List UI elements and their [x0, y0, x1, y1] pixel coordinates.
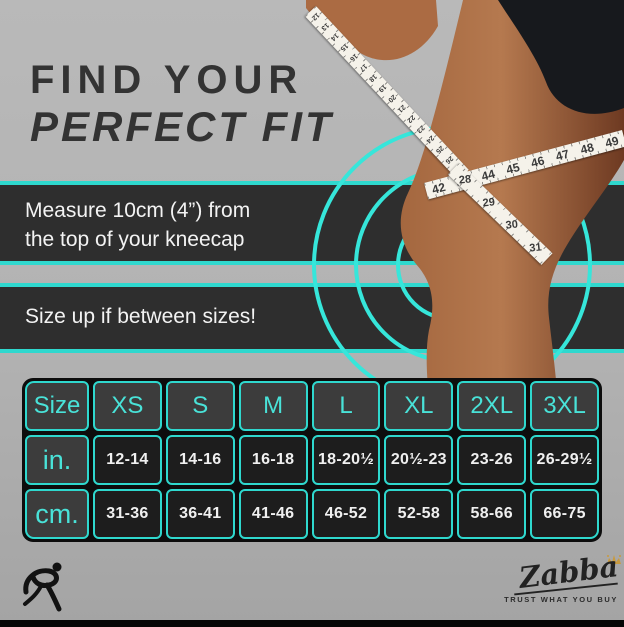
- tape-number: 13: [319, 21, 331, 32]
- size-chart-value: 31-36: [93, 489, 162, 539]
- size-chart-row-label-inches: in.: [25, 435, 89, 485]
- size-chart-value: 23-26: [457, 435, 527, 485]
- zabba-logo: Zabba TRUST WHAT YOU BUY: [492, 549, 621, 604]
- crown-icon: [606, 552, 622, 570]
- size-chart-value: 52-58: [384, 489, 454, 539]
- measure-line1: Measure 10cm (4”) from: [25, 199, 251, 222]
- size-chart-value: 18-20½: [311, 435, 381, 485]
- zabba-tagline: TRUST WHAT YOU BUY: [504, 595, 618, 604]
- runner-logo-icon: [20, 560, 66, 619]
- headline: FIND YOUR PERFECT FIT: [30, 58, 334, 150]
- size-chart-value: 20½-23: [384, 435, 454, 485]
- size-up-banner: Size up if between sizes!: [0, 283, 624, 353]
- tape-number: 44: [479, 166, 497, 184]
- size-chart-value: 12-14: [93, 435, 162, 485]
- headline-line2: PERFECT FIT: [30, 102, 334, 150]
- size-chart-table: Size XS S M L XL 2XL 3XL in. 12-14 14-16…: [22, 378, 602, 542]
- tape-number: 48: [578, 139, 596, 157]
- size-chart-row-label-cm: cm.: [25, 489, 89, 539]
- tape-number: 12: [310, 11, 321, 22]
- size-chart-header-2xl: 2XL: [457, 381, 527, 431]
- size-chart-header-l: L: [311, 381, 381, 431]
- size-chart-header-xl: XL: [384, 381, 454, 431]
- size-chart-value: 46-52: [311, 489, 381, 539]
- size-up-text: Size up if between sizes!: [25, 305, 257, 328]
- size-chart-header-m: M: [238, 381, 308, 431]
- tape-number: 19: [376, 82, 388, 94]
- bottom-black-bar: [0, 620, 624, 627]
- tape-number: 23: [415, 123, 426, 135]
- tape-number: 28: [458, 173, 472, 187]
- size-chart-value: 66-75: [530, 489, 599, 539]
- tape-number: 21: [395, 103, 407, 114]
- size-chart-value: 36-41: [165, 489, 235, 539]
- headline-line1: FIND YOUR: [30, 58, 304, 102]
- size-chart-header-s: S: [165, 381, 235, 431]
- size-chart-header-size: Size: [25, 381, 89, 431]
- size-chart-value: 58-66: [457, 489, 527, 539]
- tape-number: 29: [481, 196, 496, 210]
- size-chart-value: 14-16: [165, 435, 235, 485]
- size-chart-header-xs: XS: [93, 381, 162, 431]
- tape-number: 20: [386, 92, 397, 104]
- tape-number: 14: [329, 31, 340, 42]
- shorts: [481, 0, 624, 114]
- measure-line2: the top of your kneecap: [25, 227, 245, 251]
- tape-number: 47: [554, 146, 571, 164]
- tape-number: 24: [424, 133, 436, 145]
- tape-number: 17: [357, 62, 369, 73]
- tape-number: 31: [528, 241, 542, 255]
- size-chart-value: 26-29½: [530, 435, 599, 485]
- tape-number: 16: [348, 51, 359, 63]
- tape-number: 45: [504, 159, 522, 177]
- size-chart-value: 41-46: [238, 489, 308, 539]
- tape-number: 25: [434, 144, 445, 155]
- tape-number: 46: [529, 152, 546, 170]
- tape-number: 22: [405, 113, 417, 124]
- tape-number: 18: [367, 72, 378, 83]
- size-chart-header-3xl: 3XL: [530, 381, 599, 431]
- size-chart-value: 16-18: [238, 435, 308, 485]
- tape-number: 49: [603, 132, 621, 150]
- measure-instruction-text: Measure 10cm (4”) from the top of your k…: [0, 185, 624, 255]
- tape-number: 26: [443, 154, 455, 165]
- tape-number: 15: [338, 41, 350, 53]
- tape-number: 30: [505, 218, 519, 232]
- tape-number: 42: [430, 179, 447, 197]
